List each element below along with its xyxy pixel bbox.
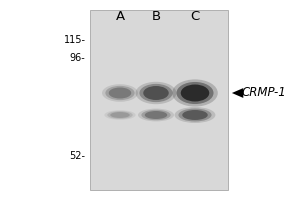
Ellipse shape — [141, 110, 171, 120]
Ellipse shape — [105, 86, 135, 100]
Text: A: A — [116, 10, 124, 23]
Bar — [90, 10, 228, 190]
Ellipse shape — [102, 84, 138, 102]
Ellipse shape — [182, 110, 208, 120]
Ellipse shape — [145, 111, 167, 119]
Ellipse shape — [138, 109, 174, 121]
Text: 52-: 52- — [70, 151, 86, 161]
Ellipse shape — [104, 110, 136, 120]
Text: 96-: 96- — [70, 53, 86, 63]
Ellipse shape — [176, 82, 214, 104]
Ellipse shape — [172, 79, 218, 107]
Ellipse shape — [175, 107, 215, 123]
Ellipse shape — [140, 84, 172, 102]
Ellipse shape — [178, 108, 212, 121]
Ellipse shape — [107, 111, 133, 119]
Text: B: B — [152, 10, 160, 23]
Polygon shape — [232, 88, 243, 98]
Text: C: C — [190, 10, 200, 23]
Ellipse shape — [136, 82, 176, 104]
Text: 115-: 115- — [64, 35, 86, 45]
Ellipse shape — [109, 88, 131, 98]
Ellipse shape — [181, 84, 209, 102]
Ellipse shape — [110, 112, 130, 118]
Text: CRMP-1: CRMP-1 — [242, 86, 286, 99]
Ellipse shape — [143, 86, 169, 100]
